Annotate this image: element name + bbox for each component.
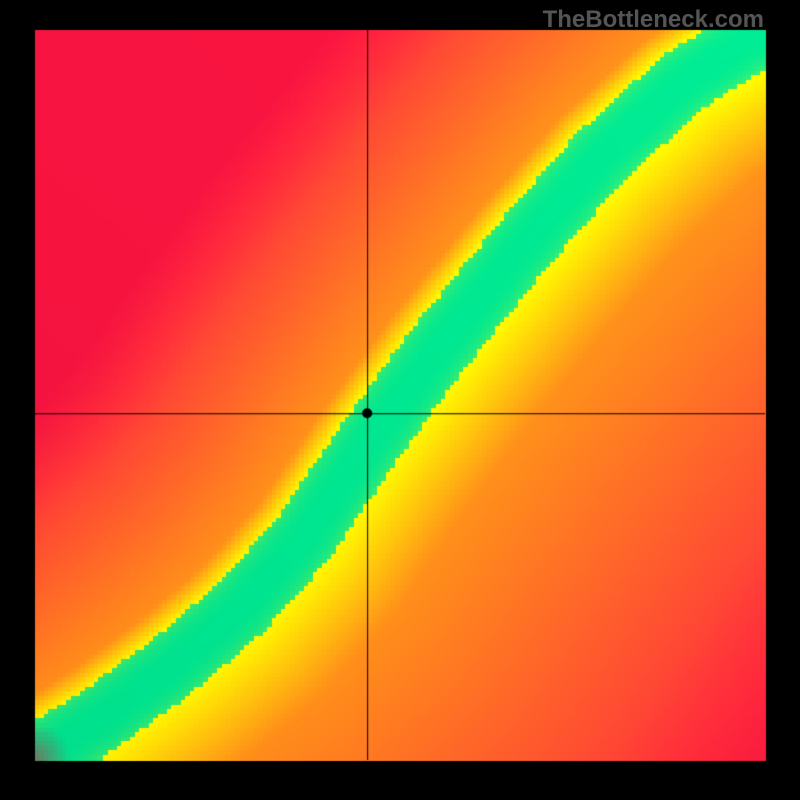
chart-container: TheBottleneck.com xyxy=(0,0,800,800)
bottleneck-heatmap xyxy=(0,0,800,800)
watermark-text: TheBottleneck.com xyxy=(543,6,764,34)
